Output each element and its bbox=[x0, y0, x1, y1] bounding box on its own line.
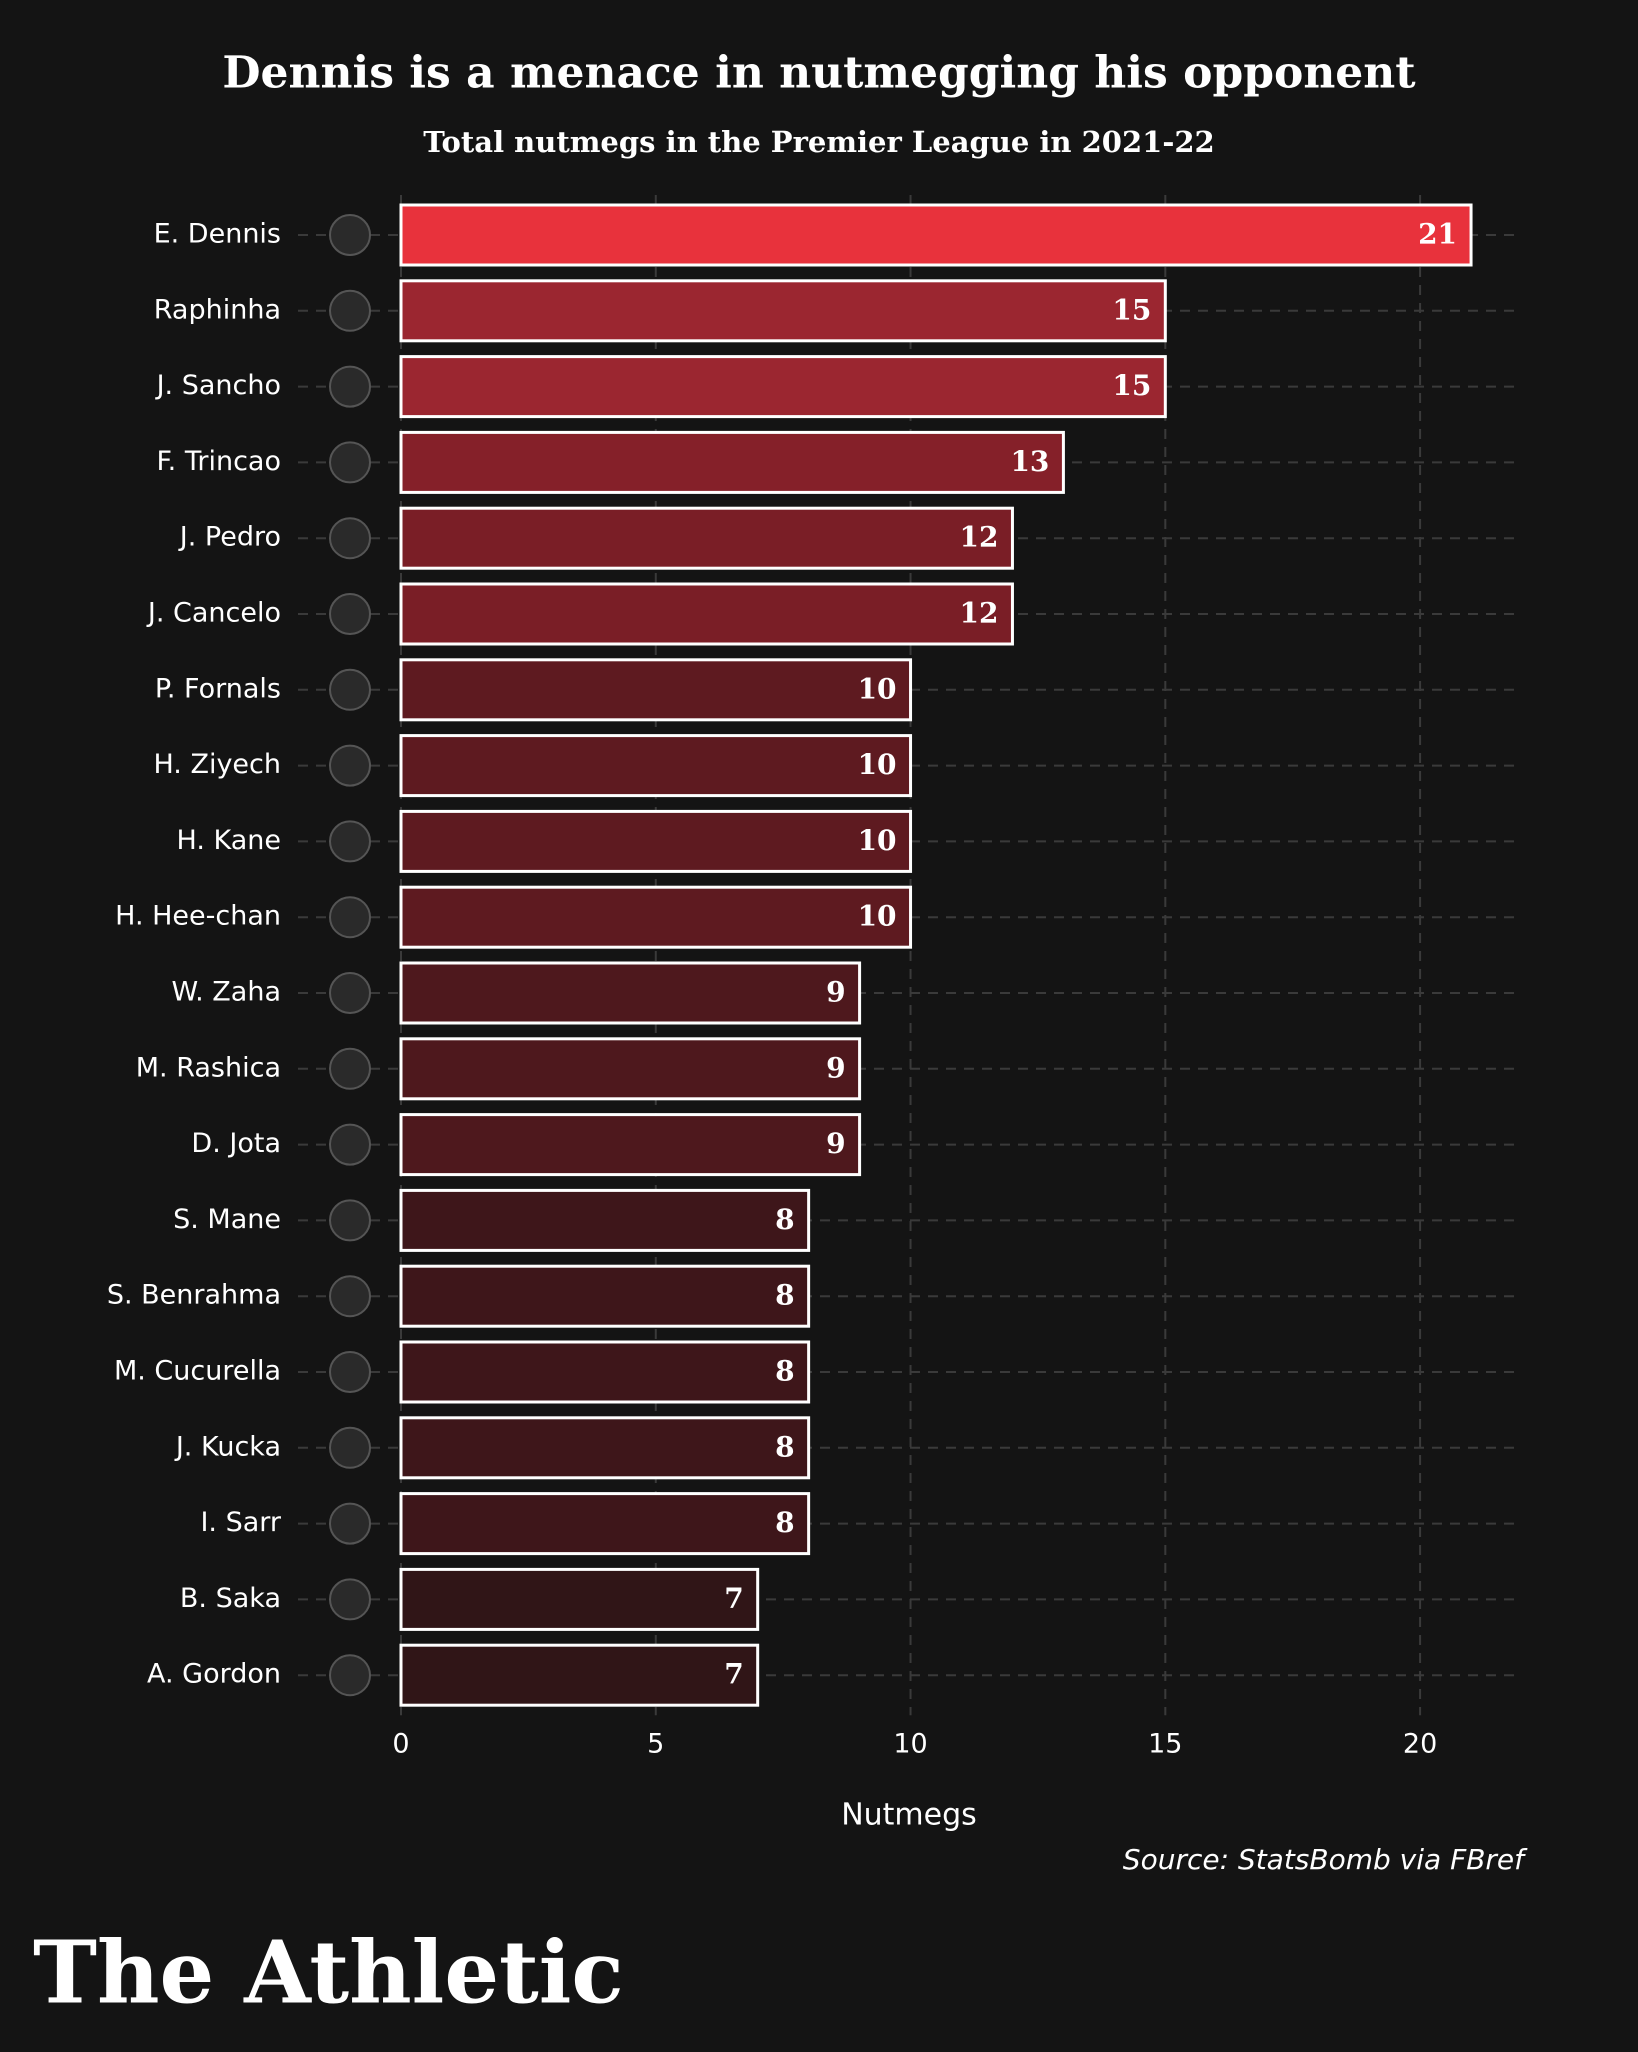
value-label: 8 bbox=[775, 1430, 794, 1463]
bar bbox=[399, 658, 913, 722]
club-badge bbox=[329, 214, 371, 256]
value-label: 7 bbox=[724, 1658, 743, 1691]
bar bbox=[399, 1643, 760, 1707]
club-badge bbox=[329, 289, 371, 332]
bar bbox=[399, 506, 1014, 570]
chart-title: Dennis is a menace in nutmegging his opp… bbox=[222, 48, 1416, 99]
bar bbox=[399, 1113, 862, 1177]
y-tick-label: S. Mane bbox=[173, 1204, 281, 1235]
bar bbox=[399, 1264, 811, 1328]
value-label: 10 bbox=[858, 824, 897, 857]
bar bbox=[399, 1416, 811, 1480]
value-label: 21 bbox=[1418, 218, 1457, 251]
bar bbox=[399, 1188, 811, 1252]
club-badge bbox=[329, 1654, 371, 1697]
club-badge bbox=[329, 1578, 371, 1621]
y-tick-label: J. Pedro bbox=[178, 522, 281, 553]
value-label: 8 bbox=[775, 1279, 794, 1312]
y-tick-label: M. Cucurella bbox=[114, 1356, 281, 1387]
bar bbox=[399, 582, 1014, 646]
bar bbox=[399, 809, 913, 873]
club-badge bbox=[329, 1275, 371, 1318]
bar bbox=[399, 203, 1473, 267]
club-badge bbox=[329, 441, 371, 484]
value-label: 7 bbox=[724, 1582, 743, 1615]
y-tick-label: H. Kane bbox=[177, 825, 282, 856]
value-label: 10 bbox=[858, 748, 897, 781]
value-label: 15 bbox=[1112, 369, 1151, 402]
y-tick-label: A. Gordon bbox=[147, 1659, 281, 1690]
x-tick-label: 10 bbox=[893, 1729, 927, 1760]
bar bbox=[399, 355, 1167, 419]
club-badge bbox=[329, 365, 371, 408]
source-note: Source: StatsBomb via FBref bbox=[1123, 1843, 1528, 1876]
value-label: 8 bbox=[775, 1203, 794, 1236]
x-axis-label: Nutmegs bbox=[841, 1798, 977, 1833]
value-label: 9 bbox=[826, 1127, 845, 1160]
value-label: 9 bbox=[826, 1051, 845, 1084]
bar bbox=[399, 1492, 811, 1556]
y-tick-label: H. Ziyech bbox=[153, 749, 281, 780]
club-badge bbox=[329, 668, 371, 711]
club-badge bbox=[329, 896, 371, 939]
value-label: 8 bbox=[775, 1355, 794, 1388]
bar bbox=[399, 1340, 811, 1404]
y-tick-label: F. Trincao bbox=[156, 446, 281, 477]
x-tick-label: 20 bbox=[1403, 1729, 1437, 1760]
club-badge bbox=[329, 1047, 371, 1090]
bar bbox=[399, 1037, 862, 1101]
value-label: 12 bbox=[959, 597, 998, 630]
value-label: 8 bbox=[775, 1506, 794, 1539]
value-label: 12 bbox=[959, 521, 998, 554]
y-tick-label: S. Benrahma bbox=[107, 1280, 281, 1311]
y-tick-label: E. Dennis bbox=[154, 219, 281, 250]
club-badge bbox=[329, 1351, 371, 1393]
y-tick-label: W. Zaha bbox=[172, 977, 281, 1008]
x-tick-label: 5 bbox=[647, 1729, 664, 1760]
y-tick-label: J. Cancelo bbox=[146, 598, 281, 629]
value-label: 15 bbox=[1112, 293, 1151, 326]
bar bbox=[399, 961, 862, 1025]
y-tick-label: P. Fornals bbox=[155, 673, 281, 704]
value-label: 10 bbox=[858, 672, 897, 705]
x-tick-label: 0 bbox=[392, 1729, 409, 1760]
y-tick-label: I. Sarr bbox=[200, 1507, 281, 1538]
club-badge bbox=[329, 517, 371, 560]
value-label: 13 bbox=[1010, 445, 1049, 478]
club-badge bbox=[329, 1426, 371, 1469]
club-badge bbox=[329, 820, 371, 863]
club-badge bbox=[329, 972, 371, 1014]
y-tick-label: Raphinha bbox=[154, 294, 281, 325]
x-tick-label: 15 bbox=[1148, 1729, 1182, 1760]
value-label: 10 bbox=[858, 900, 897, 933]
y-tick-label: B. Saka bbox=[180, 1583, 281, 1614]
bar bbox=[399, 1567, 760, 1631]
y-tick-label: M. Rashica bbox=[136, 1052, 281, 1083]
bar bbox=[399, 430, 1065, 494]
value-label: 9 bbox=[826, 976, 845, 1009]
club-badge bbox=[329, 593, 371, 635]
club-badge bbox=[329, 1123, 371, 1166]
brand-logo: The Athletic bbox=[33, 1923, 624, 2024]
y-tick-label: D. Jota bbox=[191, 1128, 281, 1159]
bar bbox=[399, 734, 913, 798]
y-tick-label: H. Hee-chan bbox=[115, 901, 281, 932]
y-tick-label: J. Kucka bbox=[174, 1431, 281, 1462]
club-badge bbox=[329, 744, 371, 787]
club-badge bbox=[329, 1199, 371, 1242]
y-tick-label: J. Sancho bbox=[155, 370, 281, 401]
chart-subtitle: Total nutmegs in the Premier League in 2… bbox=[423, 125, 1214, 159]
bar bbox=[399, 885, 913, 949]
club-badge bbox=[329, 1502, 371, 1545]
bar bbox=[399, 279, 1167, 343]
